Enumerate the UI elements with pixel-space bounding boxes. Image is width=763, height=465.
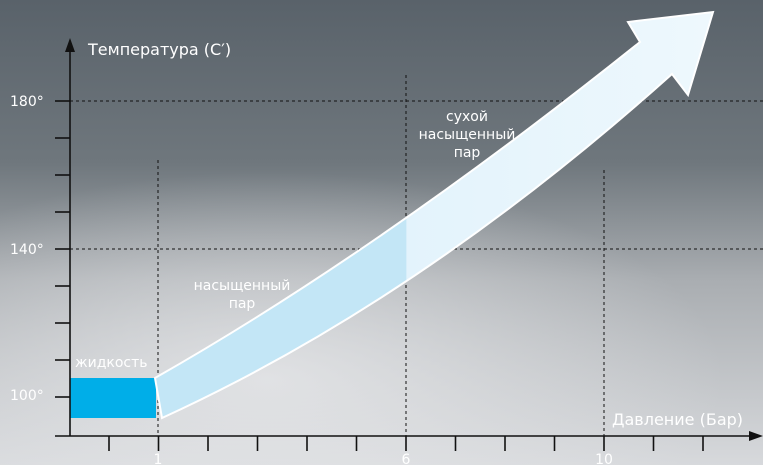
region-label: жидкость bbox=[75, 355, 148, 371]
arrow bbox=[153, 10, 715, 420]
x-tick-label: 1 bbox=[154, 452, 163, 465]
region-label: пар bbox=[229, 296, 256, 312]
x-tick-label: 10 bbox=[595, 452, 613, 465]
x-axis-arrow bbox=[749, 431, 763, 441]
y-axis-label: Температура (C′) bbox=[87, 40, 231, 59]
region-label: насыщенный bbox=[419, 127, 516, 143]
y-axis-arrow bbox=[65, 38, 75, 52]
x-axis-label: Давление (Бар) bbox=[612, 410, 743, 429]
y-tick-label: 140° bbox=[10, 242, 44, 258]
x-tick-label: 6 bbox=[402, 452, 411, 465]
y-tick-label: 180° bbox=[10, 94, 44, 110]
liquid-box bbox=[70, 378, 156, 418]
y-tick-label: 100° bbox=[10, 388, 44, 404]
region-label: сухой bbox=[446, 109, 488, 125]
y-ticks bbox=[55, 100, 70, 398]
region-label: насыщенный bbox=[194, 278, 291, 294]
region-label: пар bbox=[454, 145, 481, 161]
x-ticks bbox=[108, 436, 704, 451]
